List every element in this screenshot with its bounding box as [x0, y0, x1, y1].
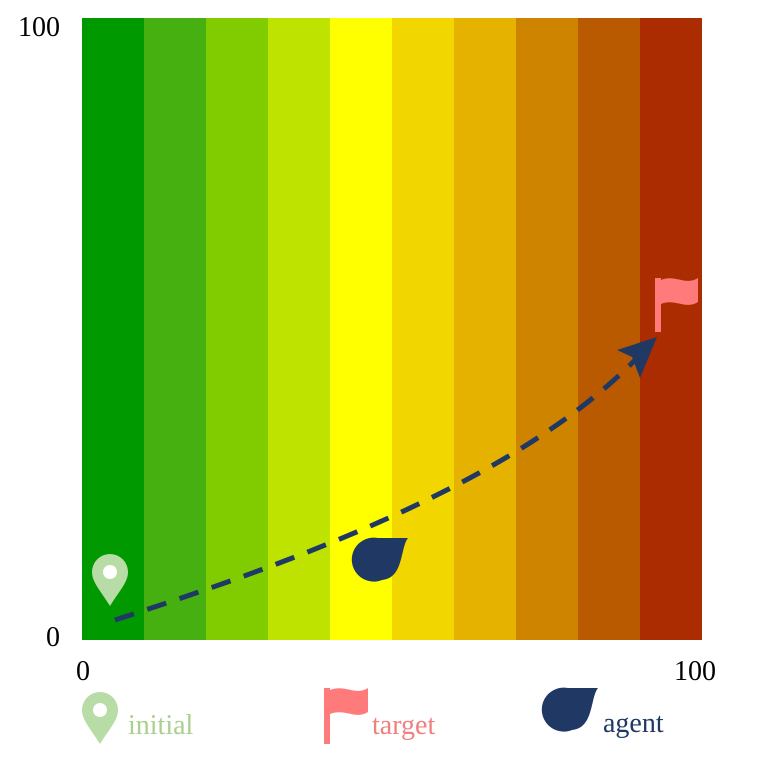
trajectory — [114, 353, 642, 623]
legend-icon — [541, 687, 598, 732]
legend: initial target agent — [82, 687, 664, 744]
stripe — [578, 18, 640, 640]
legend-icon-hole — [93, 703, 107, 717]
legend-icon — [324, 688, 330, 744]
target-flag — [655, 278, 698, 332]
arrow-head — [617, 337, 657, 378]
legend-icon — [82, 692, 118, 744]
legend-label: agent — [603, 708, 664, 739]
initial-pin — [92, 554, 128, 606]
legend-label: initial — [128, 710, 194, 741]
stripe — [454, 18, 516, 640]
x-right-label: 100 — [674, 656, 716, 687]
stripe — [640, 18, 702, 640]
y-bottom-label: 0 — [46, 622, 60, 653]
y-top-label: 100 — [18, 12, 60, 43]
stripe — [516, 18, 578, 640]
stripe — [392, 18, 454, 640]
stripe — [268, 18, 330, 640]
x-left-label: 0 — [76, 656, 90, 687]
color-stripes — [82, 18, 702, 640]
legend-icon — [330, 688, 368, 715]
stripe — [82, 18, 144, 640]
stripe — [144, 18, 206, 640]
legend-label: target — [372, 710, 435, 741]
agent-drop — [351, 537, 408, 582]
stripe — [206, 18, 268, 640]
